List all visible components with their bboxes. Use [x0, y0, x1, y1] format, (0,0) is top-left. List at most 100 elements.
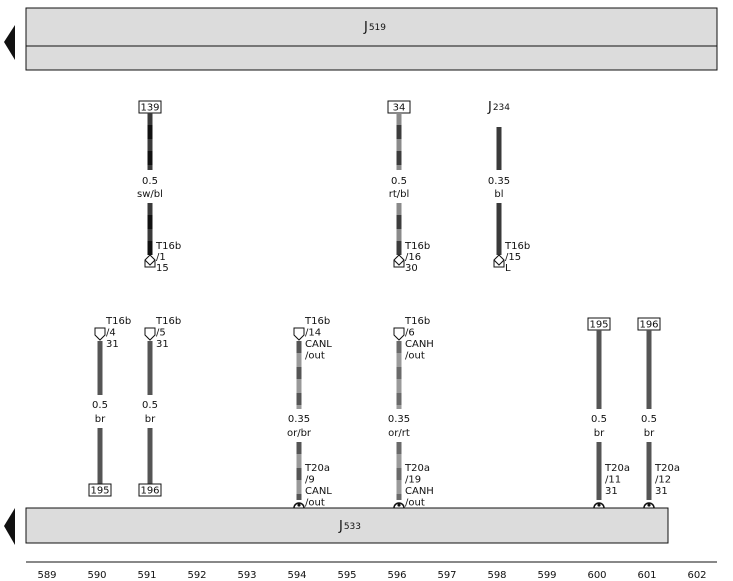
- pin-label: /16: [405, 252, 421, 263]
- terminal-box: [88, 483, 112, 497]
- connector-pin: [493, 254, 505, 268]
- component-letter: J: [363, 20, 368, 35]
- pin-label: /14: [305, 328, 321, 339]
- component-label: J234: [487, 100, 510, 115]
- terminal-label: 195: [589, 320, 608, 331]
- scale-label: 591: [137, 570, 156, 581]
- pin-label: /out: [405, 498, 425, 509]
- pin-label: /out: [405, 351, 425, 362]
- page-arrow[interactable]: [4, 25, 15, 60]
- connector-pin: [293, 327, 305, 341]
- connector-dot: [647, 503, 651, 507]
- terminal-box: [138, 483, 162, 497]
- pin-label: /6: [405, 328, 415, 339]
- pin-label: /1: [156, 252, 166, 263]
- pin-label: /12: [655, 475, 671, 486]
- connector-pin: [144, 327, 156, 341]
- pin-label: T20a: [304, 463, 330, 474]
- wire-color: or/rt: [388, 428, 410, 439]
- scale-label: 596: [387, 570, 406, 581]
- wire-color: br: [145, 414, 156, 425]
- scale-label: 601: [637, 570, 656, 581]
- pin-label: /5: [156, 328, 166, 339]
- terminal-label: 139: [140, 103, 159, 114]
- scale-label: 598: [487, 570, 506, 581]
- pin-label: /out: [305, 498, 325, 509]
- pin-label: CANH: [405, 486, 434, 497]
- connector-dot: [597, 503, 601, 507]
- pin-label: /15: [505, 252, 521, 263]
- pin-label: /9: [305, 475, 315, 486]
- pin-label: 15: [156, 263, 169, 274]
- connector-pin: [144, 254, 156, 268]
- wire-gauge: 0.5: [142, 176, 158, 187]
- wire-color: bl: [494, 189, 503, 200]
- component-number: 533: [344, 522, 361, 532]
- component-label: J533: [338, 519, 361, 534]
- wire-color: br: [644, 428, 655, 439]
- component-label: J519: [363, 20, 386, 35]
- pin-label: CANL: [305, 486, 332, 497]
- pin-label: /4: [106, 328, 116, 339]
- connector-socket: [293, 502, 305, 509]
- component-number: 519: [369, 23, 386, 33]
- terminal-label: 34: [393, 103, 406, 114]
- component-box: [25, 7, 718, 71]
- connector-dot: [297, 503, 301, 507]
- wire-gauge: 0.5: [641, 414, 657, 425]
- pin-label: T16b: [155, 241, 181, 252]
- pin-label: T20a: [404, 463, 430, 474]
- wire-gauge: 0.35: [388, 414, 410, 425]
- wire-gauge: 0.35: [288, 414, 310, 425]
- connector-pin: [393, 327, 405, 341]
- component-letter: J: [338, 519, 343, 534]
- pin-label: 31: [156, 339, 169, 350]
- pin-label: CANH: [405, 339, 434, 350]
- component-number: 234: [493, 103, 510, 113]
- pin-label: T20a: [604, 463, 630, 474]
- terminal-label: 196: [639, 320, 658, 331]
- pin-label: 31: [106, 339, 119, 350]
- pin-label: CANL: [305, 339, 332, 350]
- scale-label: 589: [37, 570, 56, 581]
- scale-label: 602: [687, 570, 706, 581]
- pin-label: T16b: [504, 241, 530, 252]
- scale-label: 600: [587, 570, 606, 581]
- connector-pin: [94, 327, 106, 341]
- wire-gauge: 0.5: [92, 400, 108, 411]
- scale-label: 595: [337, 570, 356, 581]
- page-arrow[interactable]: [4, 508, 15, 545]
- pin-label: 31: [655, 486, 668, 497]
- pin-label: /11: [605, 475, 621, 486]
- wire-gauge: 0.5: [142, 400, 158, 411]
- wire-color: br: [95, 414, 106, 425]
- wire-color: or/br: [287, 428, 312, 439]
- pin-label: L: [505, 263, 511, 274]
- pin-label: /out: [305, 351, 325, 362]
- pin-label: T16b: [404, 241, 430, 252]
- terminal-label: 196: [140, 486, 159, 497]
- terminal-label: 195: [90, 486, 109, 497]
- pin-label: 31: [605, 486, 618, 497]
- scale-label: 599: [537, 570, 556, 581]
- pin-label: T16b: [105, 316, 131, 327]
- pin-label: T16b: [155, 316, 181, 327]
- connector-socket: [643, 502, 655, 509]
- wire-gauge: 0.5: [591, 414, 607, 425]
- wire-gauge: 0.35: [488, 176, 510, 187]
- pin-label: T16b: [304, 316, 330, 327]
- scale-label: 594: [287, 570, 306, 581]
- wire-color: rt/bl: [389, 189, 410, 200]
- connector-socket: [393, 502, 405, 509]
- scale-label: 590: [87, 570, 106, 581]
- component-letter: J: [487, 100, 492, 115]
- scale-label: 597: [437, 570, 456, 581]
- wire-color: sw/bl: [137, 189, 163, 200]
- wire-color: br: [594, 428, 605, 439]
- connector-dot: [397, 503, 401, 507]
- wire-gauge: 0.5: [391, 176, 407, 187]
- connector-pin: [393, 254, 405, 268]
- pin-label: /19: [405, 475, 421, 486]
